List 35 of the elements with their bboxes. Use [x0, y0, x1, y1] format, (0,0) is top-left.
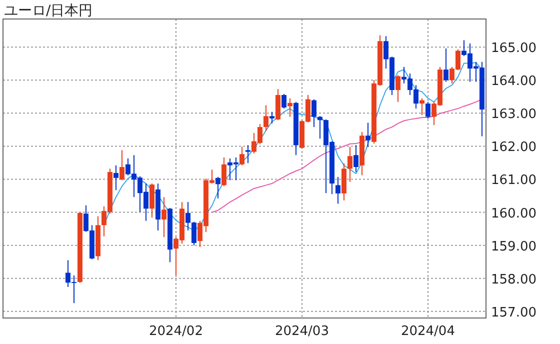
x-tick-label: 2024/04: [400, 324, 455, 339]
candlestick: [119, 150, 124, 181]
line-series: [211, 98, 482, 213]
candlestick: [215, 176, 220, 199]
candlestick: [419, 98, 424, 116]
candlestick: [365, 122, 370, 148]
chart-title: ユーロ/日本円: [4, 3, 93, 19]
candlestick: [311, 98, 316, 128]
candlestick: [263, 104, 268, 132]
y-tick-label: 165.00: [491, 41, 536, 56]
candlestick: [239, 146, 244, 166]
y-tick-label: 158.00: [491, 272, 536, 288]
candlestick: [221, 156, 226, 187]
candlestick: [161, 196, 166, 238]
candlestick: [395, 74, 400, 102]
candlestick: [281, 94, 286, 110]
y-tick-label: 159.00: [491, 239, 536, 254]
candlestick: [317, 116, 322, 140]
candlestick: [425, 101, 430, 119]
y-tick-label: 164.00: [491, 74, 536, 90]
y-tick-label: 157.00: [491, 305, 536, 320]
candlestick: [113, 164, 118, 191]
y-tick-label: 163.00: [491, 107, 536, 122]
candlestick: [245, 144, 250, 164]
candlestick: [269, 111, 274, 124]
candlestick: [347, 146, 352, 182]
y-tick-label: 161.00: [491, 173, 536, 188]
candlestick: [335, 176, 340, 204]
candlestick: [443, 48, 448, 82]
y-tick-label: 162.00: [491, 140, 536, 156]
y-tick-label: 160.00: [491, 206, 536, 222]
candlestick: [353, 144, 358, 172]
candlestick: [287, 98, 292, 118]
x-tick-label: 2024/03: [274, 324, 329, 339]
x-tick-label: 2024/02: [148, 324, 203, 339]
